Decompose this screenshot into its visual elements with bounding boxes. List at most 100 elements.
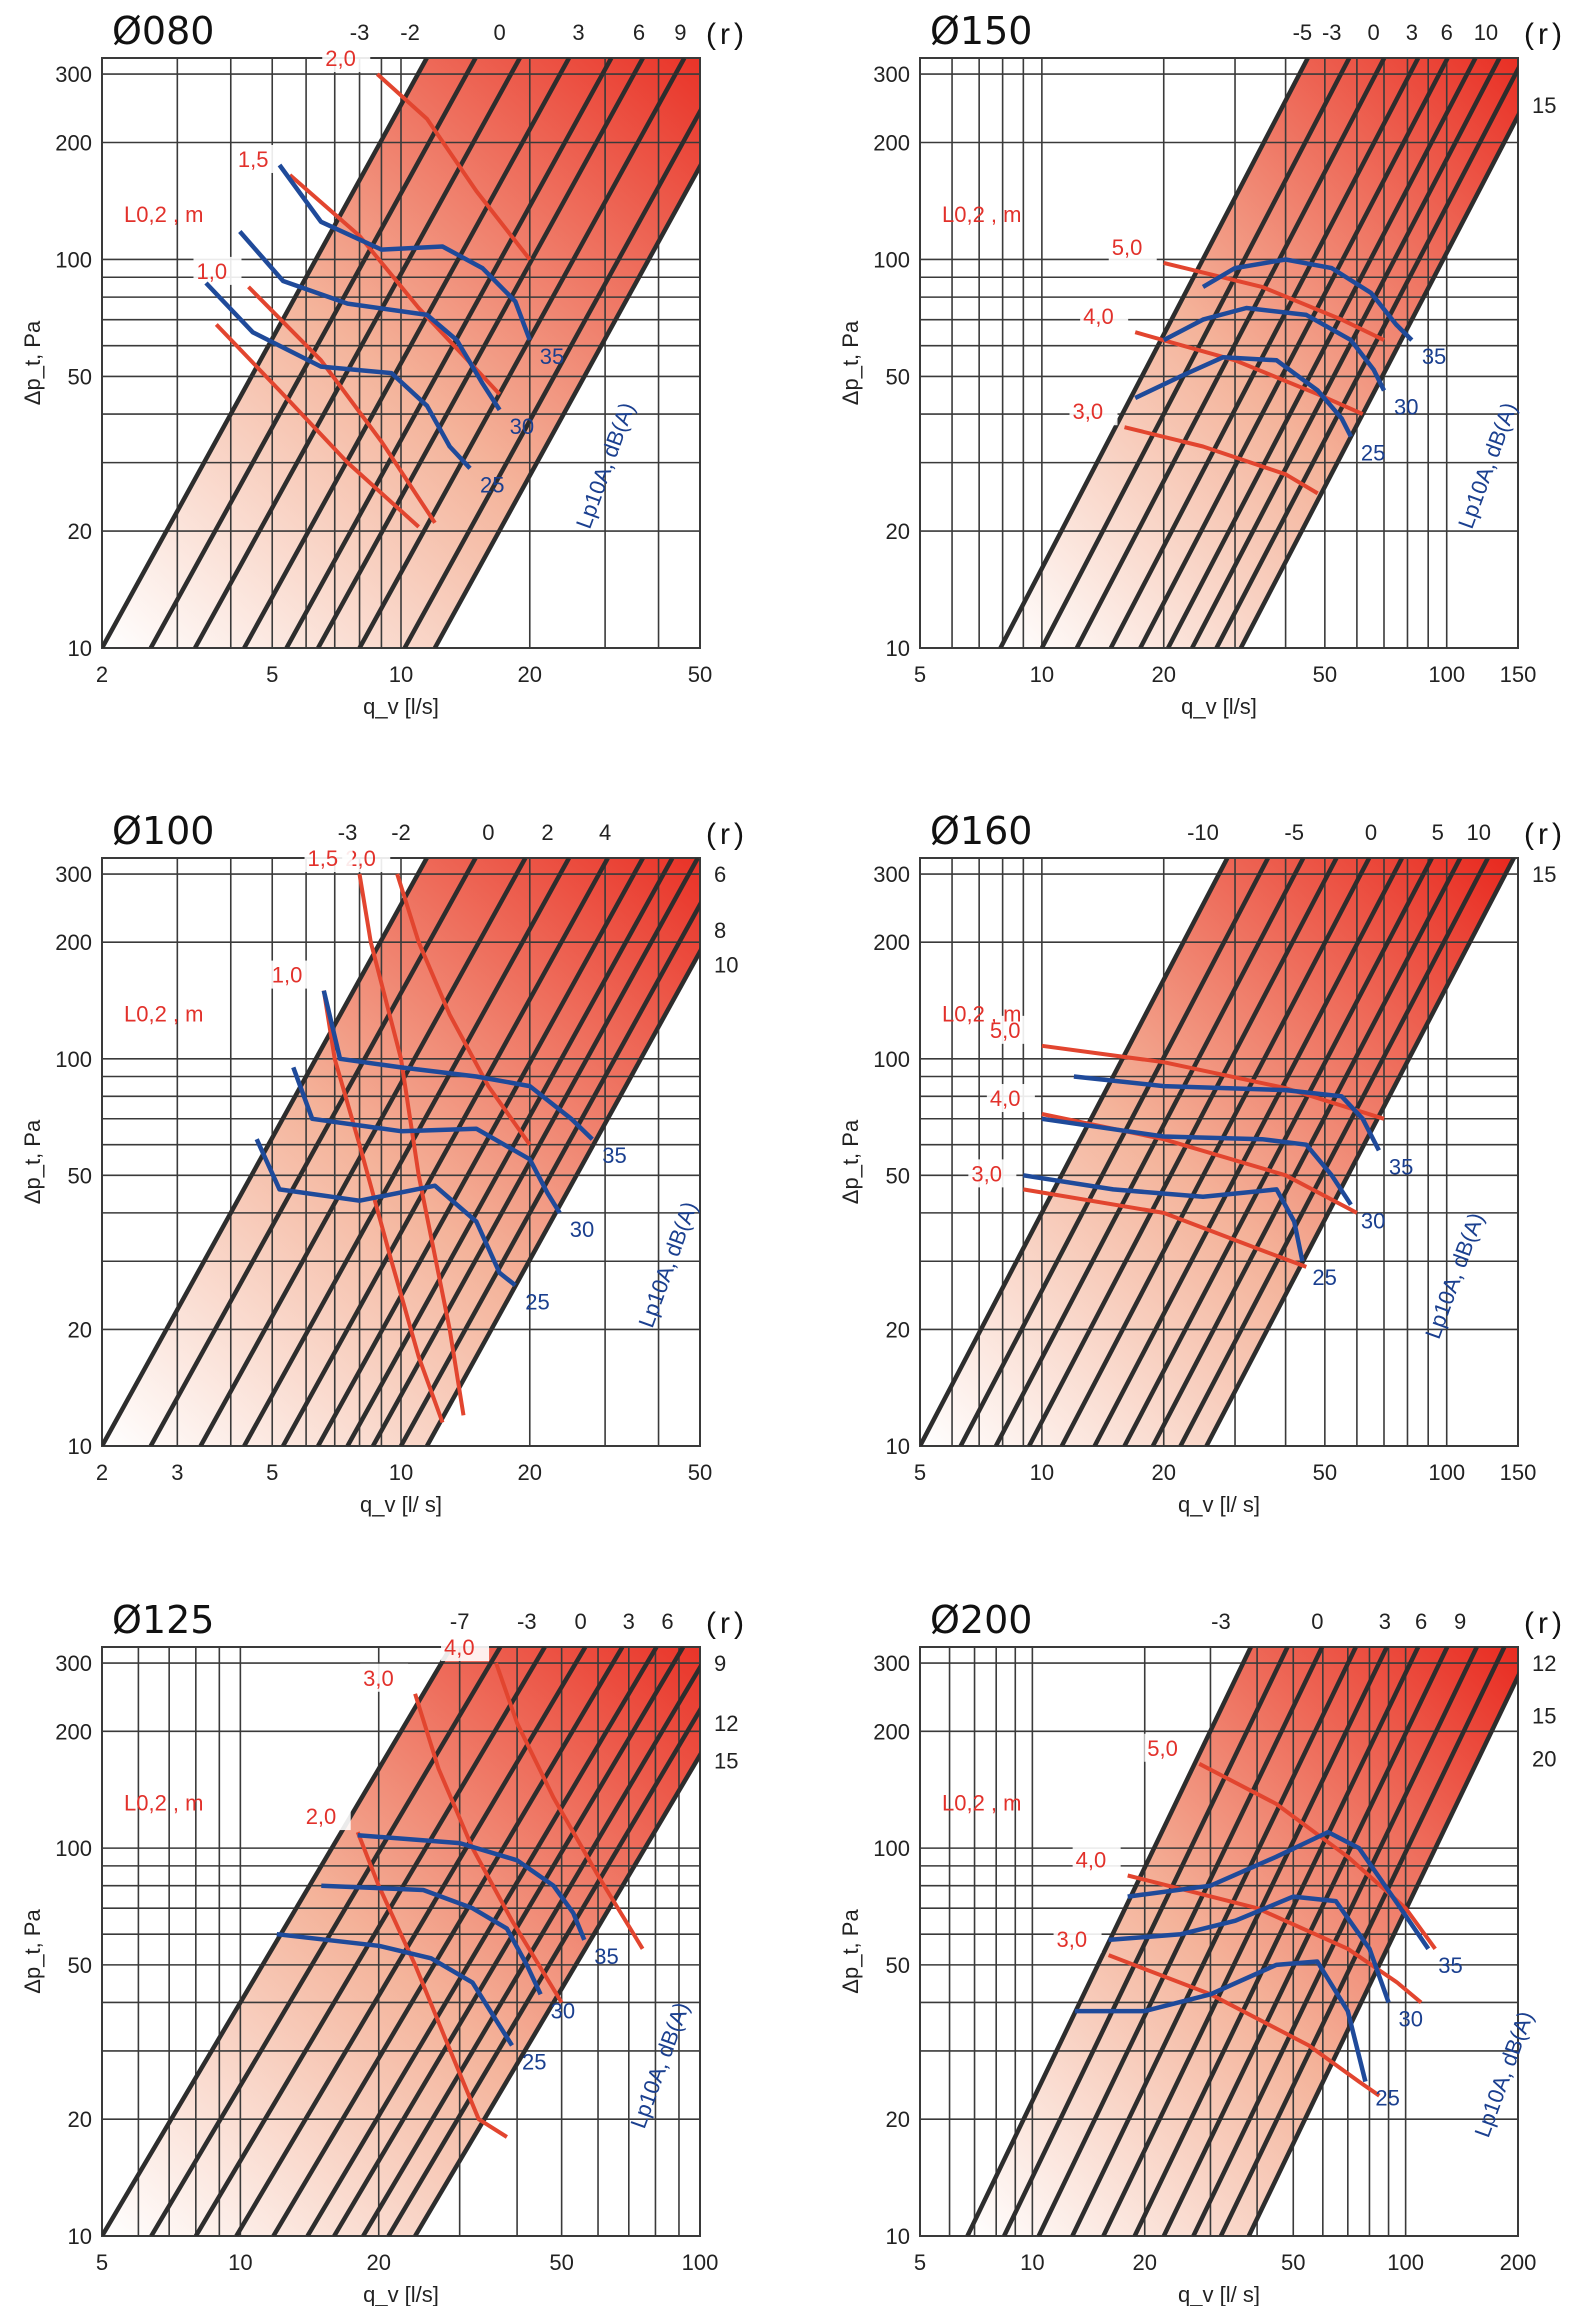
throw-label-bg	[441, 1633, 490, 1662]
blade-line-9	[413, 1750, 700, 2236]
blade-line-1	[1002, 1647, 1290, 2236]
x-tick: 10	[389, 662, 413, 687]
r-top-label: -2	[391, 820, 411, 845]
x-tick: 10	[228, 2250, 252, 2275]
throw-label-1: 1,5	[238, 147, 269, 172]
y-tick: 50	[68, 364, 92, 389]
blade-line-5	[1092, 858, 1405, 1446]
r-top-label: -3	[338, 820, 358, 845]
x-tick: 20	[366, 2250, 390, 2275]
throw-line-0	[395, 873, 532, 1146]
blade-line-9	[1246, 1671, 1518, 2236]
blade-line-1	[1039, 58, 1352, 648]
y-tick: 10	[68, 1434, 92, 1459]
throw-line-0	[375, 72, 532, 261]
y-axis-label: Δp_t, Pa	[838, 320, 863, 405]
throw-line-0	[1198, 1762, 1437, 1950]
y-tick: 300	[55, 62, 92, 87]
x-tick: 5	[914, 662, 926, 687]
throw-label-bg	[1072, 1845, 1121, 1874]
y-tick: 50	[886, 364, 910, 389]
blade-lines	[102, 58, 700, 648]
x-tick: 200	[1500, 2250, 1537, 2275]
plot-frame	[919, 1646, 1519, 2237]
r-top-label: 4	[599, 820, 611, 845]
blade-line-4	[1138, 58, 1450, 648]
throw-label-bg	[1069, 397, 1118, 426]
x-tick: 20	[518, 1460, 542, 1485]
r-right-label: 15	[1532, 1703, 1556, 1728]
blade-line-3	[1108, 58, 1421, 648]
throw-line-2	[321, 990, 445, 1424]
noise-label-2: 25	[525, 1289, 549, 1314]
blade-line-5	[316, 58, 645, 648]
blade-line-2	[1074, 58, 1387, 648]
throw-label-bg	[268, 960, 317, 989]
x-axis-label: q_v [l/s]	[1181, 694, 1257, 719]
throw-label-0: 5,0	[990, 1018, 1021, 1043]
noise-line-2	[1074, 1959, 1368, 2083]
y-tick: 200	[873, 1719, 910, 1744]
x-tick: 50	[1313, 662, 1337, 687]
throw-label-1: 1,5	[308, 846, 339, 871]
blade-line-6	[1122, 858, 1434, 1446]
x-tick: 3	[171, 1460, 183, 1485]
throw-axis-label: L0,2 , m	[124, 1791, 203, 1816]
y-tick: 20	[886, 2107, 910, 2132]
throw-label-0: 5,0	[1112, 235, 1143, 260]
noise-line-1	[1041, 1116, 1353, 1206]
chart-title: Ø150	[930, 9, 1032, 53]
throw-label-bg	[1080, 302, 1129, 331]
throw-line-2	[355, 1831, 508, 2139]
blade-line-3	[1070, 1647, 1358, 2236]
grid	[102, 1647, 700, 2236]
noise-label-1: 30	[551, 1998, 575, 2023]
throw-label-1: 3,0	[363, 1666, 394, 1691]
r-top-label: 10	[1467, 820, 1491, 845]
throw-label-1: 4,0	[1076, 1847, 1107, 1872]
x-tick: 150	[1500, 1460, 1537, 1485]
r-top-label: -10	[1187, 820, 1219, 845]
throw-label-bg	[360, 1663, 409, 1692]
y-tick: 100	[873, 247, 910, 272]
x-tick: 5	[914, 2250, 926, 2275]
noise-axis-label: Lp10A, dB(A)	[1420, 1209, 1489, 1342]
noise-line-2	[276, 1931, 514, 2047]
noise-axis-label: Lp10A, dB(A)	[1453, 399, 1522, 532]
r-header: (r)	[706, 18, 748, 51]
y-tick: 10	[886, 2224, 910, 2249]
noise-line-1	[321, 1883, 543, 1996]
throw-label-bg	[193, 256, 242, 285]
chart-title: Ø100	[112, 809, 214, 853]
blade-line-4	[284, 58, 614, 648]
r-header: (r)	[1524, 18, 1566, 51]
throw-axis-label: L0,2 , m	[124, 202, 203, 227]
r-top-label: -3	[350, 20, 370, 45]
noise-line-0	[1073, 1074, 1381, 1152]
y-tick: 200	[55, 131, 92, 156]
blade-line-6	[332, 1647, 686, 2236]
throw-axis-label: L0,2 , m	[942, 1791, 1021, 1816]
y-tick: 20	[68, 519, 92, 544]
y-tick: 10	[886, 636, 910, 661]
r-top-label: 3	[572, 20, 584, 45]
x-axis-label: q_v [l/ s]	[1178, 1492, 1260, 1517]
plot-frame	[101, 57, 701, 649]
y-axis-label: Δp_t, Pa	[20, 1119, 45, 1204]
blade-line-7	[371, 858, 700, 1446]
x-tick: 100	[1428, 662, 1465, 687]
y-tick: 300	[873, 862, 910, 887]
throw-label-bg	[1144, 1733, 1193, 1762]
noise-lines	[204, 163, 532, 470]
blade-line-4	[1101, 1647, 1389, 2236]
y-tick: 50	[886, 1953, 910, 1978]
r-top-label: -7	[450, 1609, 470, 1634]
chart-title: Ø080	[112, 9, 214, 53]
x-tick: 5	[96, 2250, 108, 2275]
throw-line-2	[1124, 425, 1319, 496]
throw-lines	[1107, 1762, 1437, 2098]
blade-line-8	[1238, 111, 1518, 648]
